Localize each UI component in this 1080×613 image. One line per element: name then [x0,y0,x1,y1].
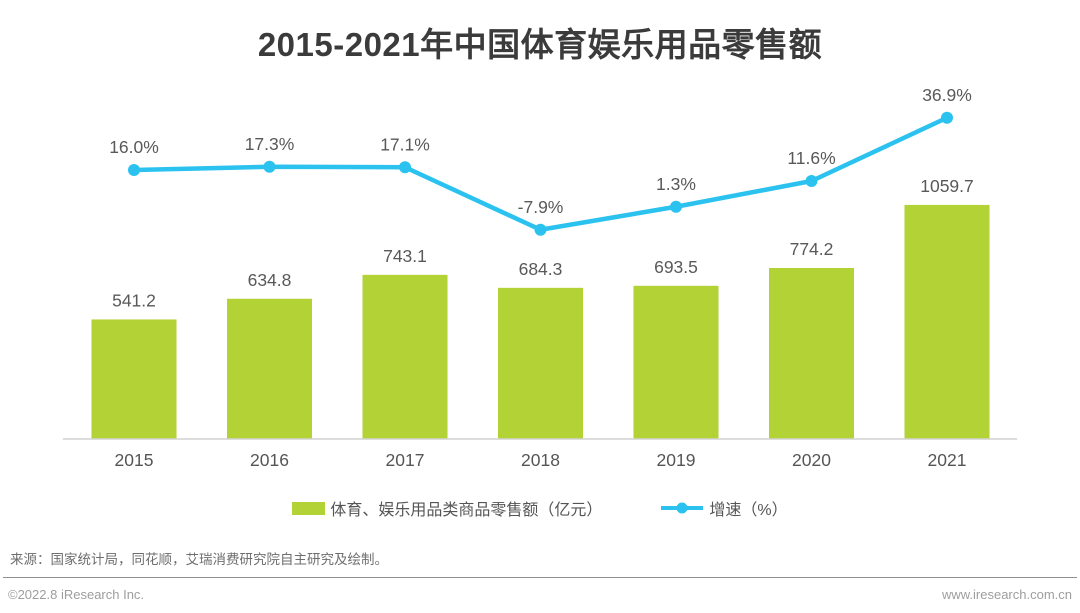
bar-2021 [904,204,990,439]
line-point-2021 [941,111,953,124]
x-axis-label-2021: 2021 [928,450,967,470]
bar-value-label-2018: 684.3 [519,259,563,279]
x-axis-label-2019: 2019 [657,450,696,470]
x-axis-label-2017: 2017 [386,450,425,470]
line-value-label-2021: 36.9% [922,85,972,105]
bar-2018 [498,287,583,439]
line-point-2017 [399,161,411,174]
legend-item-growth: 增速（%） [660,496,788,520]
bar-line-chart: 541.2 634.8 743.1 684.3 693.5 774.2 1059.7 2015… [63,85,1017,470]
line-value-label-2017: 17.1% [380,134,430,154]
bar-2016 [227,298,312,439]
x-axis-label-2018: 2018 [521,450,560,470]
line-series-marker-icon [661,502,704,514]
x-axis-label-2015: 2015 [115,450,154,470]
line-value-label-2020: 11.6% [787,148,835,168]
line-value-label-2015: 16.0% [109,137,159,157]
bar-value-label-2015: 541.2 [112,290,156,310]
line-value-label-2016: 17.3% [245,134,295,154]
x-axis-label-2020: 2020 [792,450,831,470]
line-point-2016 [263,160,276,173]
bar-2017 [362,274,448,439]
x-axis-label-2016: 2016 [250,450,289,470]
bar-value-label-2021: 1059.7 [920,176,974,196]
source-note: 来源：国家统计局，同花顺，艾瑞消费研究院自主研究及绘制。 [10,552,388,567]
copyright-text: ©2022.8 iResearch Inc. [8,587,145,602]
line-point-2015 [128,164,140,176]
bar-value-label-2017: 743.1 [383,246,427,266]
bar-value-label-2020: 774.2 [790,239,834,259]
line-value-label-2018: -7.9% [518,197,564,217]
bar-value-label-2016: 634.8 [248,270,292,290]
legend-label-retail: 体育、娱乐用品类商品零售额（亿元） [330,502,603,519]
bar-2020 [769,267,854,439]
legend-label-growth: 增速（%） [709,502,788,519]
bar-2015 [91,319,177,439]
legend-item-retail: 体育、娱乐用品类商品零售额（亿元） [292,496,602,520]
line-point-2019 [670,200,682,213]
website-url: www.iresearch.com.cn [941,587,1072,602]
chart-legend: 体育、娱乐用品类商品零售额（亿元） 增速（%） [0,496,1080,520]
bar-series-swatch-icon [292,501,326,515]
line-value-label-2019: 1.3% [656,174,696,194]
footer-divider [3,577,1077,578]
chart-title: 2015-2021年中国体育娱乐用品零售额 [257,26,823,63]
bar-value-label-2019: 693.5 [654,257,698,277]
line-point-2020 [805,175,818,187]
bar-2019 [633,285,719,439]
line-point-2018 [534,223,547,236]
